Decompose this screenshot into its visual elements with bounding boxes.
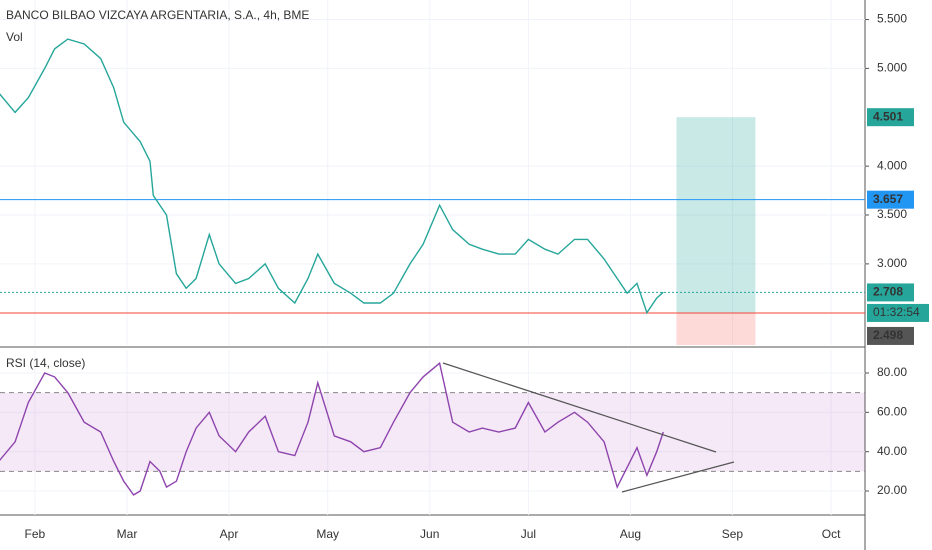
y-tick-label: 5.000 [877,61,907,75]
series-line [0,361,664,496]
level-label-bg [867,326,914,345]
trend-line [621,461,735,493]
y-tick-label: 3.000 [877,256,907,270]
trend-line [442,362,717,453]
level-label-bg [867,108,914,127]
y-tick-label: 4.000 [877,158,907,172]
level-label-bg [867,190,914,209]
x-tick-label: Feb [25,527,46,541]
y-tick-label: 3.500 [877,207,907,221]
level-label: 2.708 [873,285,903,299]
x-tick-label: Oct [822,527,841,541]
x-tick-label: Mar [117,527,138,541]
level-label: 4.501 [873,109,903,123]
rsi-band [0,392,865,472]
x-tick-label: May [316,527,339,541]
y-tick-label: 5.500 [877,12,907,26]
x-tick-label: Apr [220,527,239,541]
volume-label: Vol [6,30,23,44]
countdown: 01:32:54 [873,305,920,319]
position-stop [676,312,756,345]
y-tick-label: 20.00 [877,483,907,497]
level-label-bg [867,283,914,302]
series-line [0,38,664,315]
level-label: 2.498 [873,328,903,342]
countdown-bg [867,303,929,322]
y-tick-label: 60.00 [877,405,907,419]
chart-title: BANCO BILBAO VIZCAYA ARGENTARIA, S.A., 4… [6,8,309,22]
x-tick-label: Sep [722,527,744,541]
y-tick-label: 80.00 [877,365,907,379]
position-target [676,117,756,313]
x-tick-label: Jul [521,527,536,541]
rsi-title: RSI (14, close) [6,356,85,370]
level-label: 3.657 [873,192,903,206]
x-tick-label: Aug [620,527,641,541]
y-tick-label: 40.00 [877,444,907,458]
x-tick-label: Jun [420,527,439,541]
